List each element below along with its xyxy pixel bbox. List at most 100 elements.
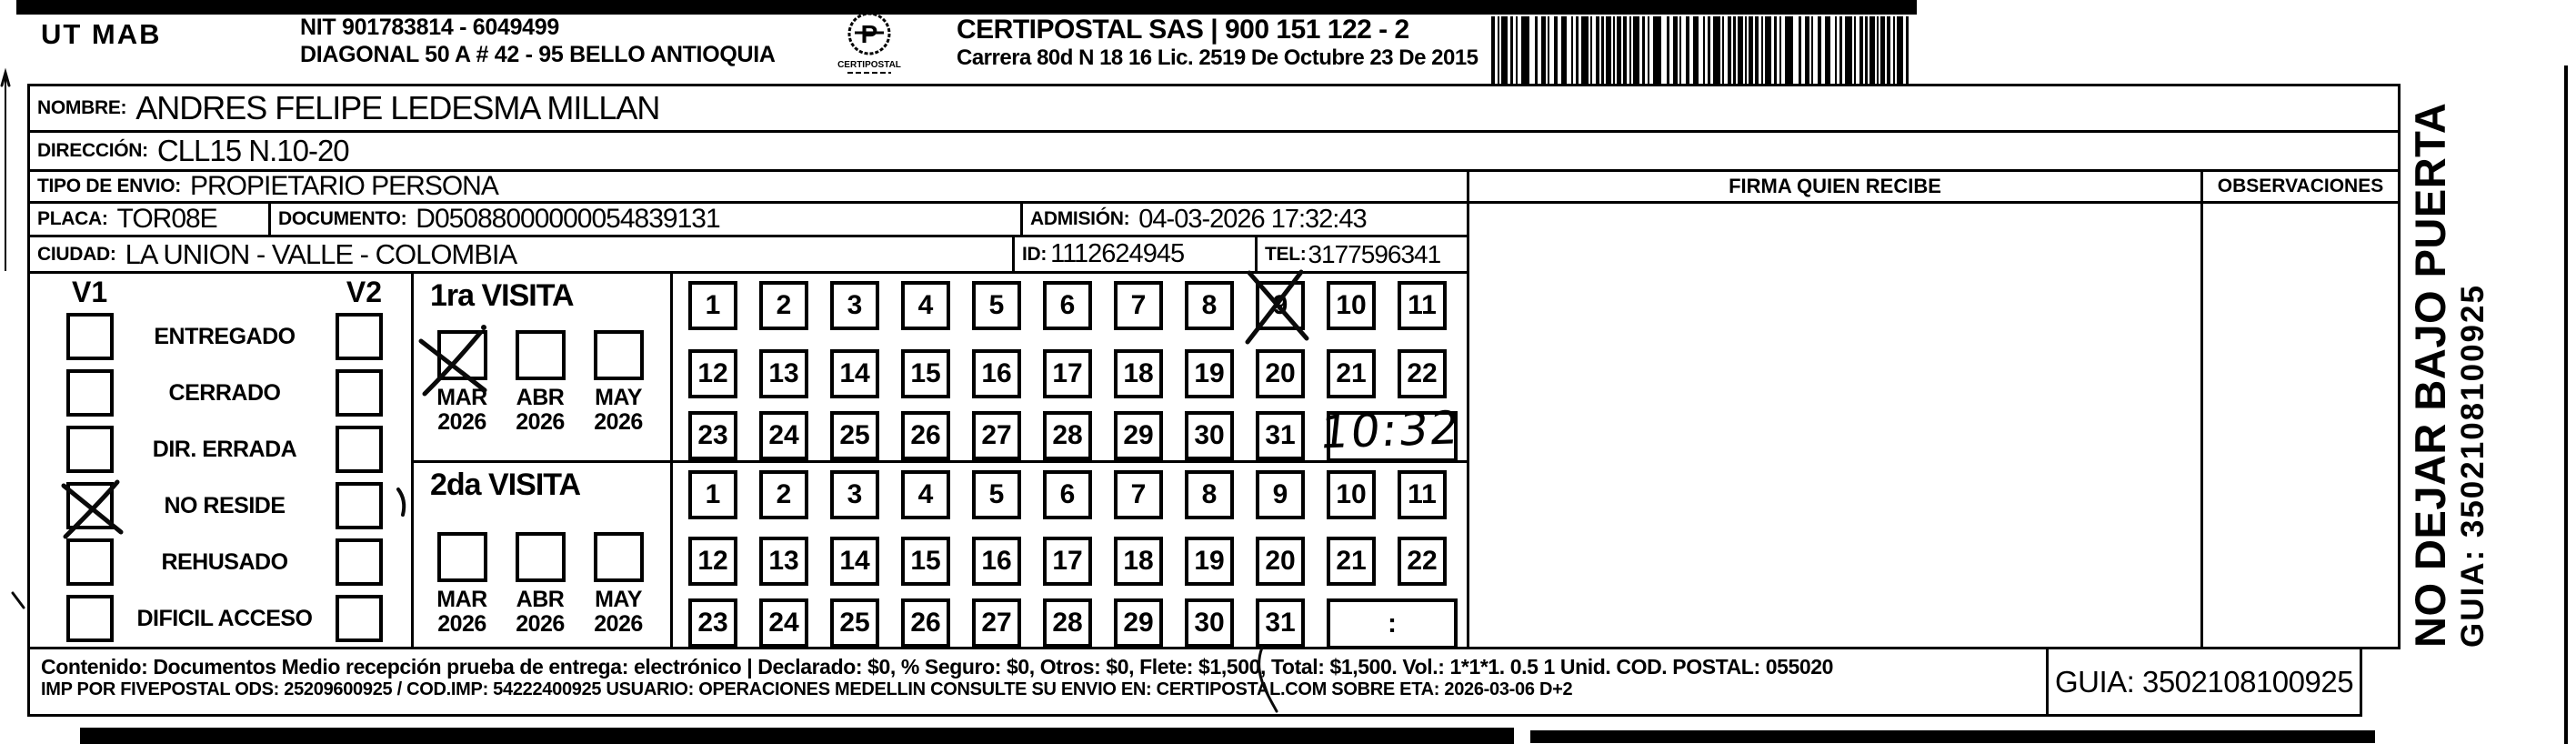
day-cell-1: 1 — [688, 281, 737, 330]
day-cell-26: 26 — [901, 598, 950, 647]
day-cell-2: 2 — [759, 470, 808, 519]
nombre-value: ANDRES FELIPE LEDESMA MILLAN — [135, 89, 660, 126]
day-cell-21: 21 — [1327, 537, 1376, 586]
month-year: 2026 — [516, 611, 565, 637]
day-cell-6: 6 — [1043, 470, 1092, 519]
day-cell-17: 17 — [1043, 349, 1092, 398]
v1-checkbox — [66, 313, 114, 360]
id-value: 1112624945 — [1050, 239, 1185, 268]
status-row-cerrado: CERRADO — [66, 365, 383, 421]
month-checkbox — [515, 330, 566, 380]
day-cell-19: 19 — [1185, 349, 1234, 398]
day-cell-9: 9 — [1256, 281, 1305, 330]
day-cell-8: 8 — [1185, 281, 1234, 330]
status-row-rehusado: REHUSADO — [66, 534, 383, 590]
day-cell-3: 3 — [830, 470, 879, 519]
logo-caption-text: CERTIPOSTAL — [837, 60, 901, 70]
day-cell-11: 11 — [1398, 281, 1447, 330]
v2-checkbox — [336, 369, 383, 417]
day-cell-23: 23 — [688, 598, 737, 647]
day-cell-14: 14 — [830, 537, 879, 586]
day-cell-25: 25 — [830, 411, 879, 460]
day-cell-22: 22 — [1398, 537, 1447, 586]
footer-line2: IMP POR FIVEPOSTAL ODS: 25209600925 / CO… — [41, 679, 1573, 699]
month-year: 2026 — [437, 611, 486, 637]
month-year: 2026 — [516, 409, 565, 435]
side-guia: GUIA: 3502108100925 — [2455, 284, 2491, 648]
observaciones-header: OBSERVACIONES — [2200, 169, 2401, 204]
day-cell-28: 28 — [1043, 598, 1092, 647]
day-cell-12: 12 — [688, 537, 737, 586]
ciudad-value: LA UNION - VALLE - COLOMBIA — [125, 237, 518, 270]
day-cell-10: 10 — [1327, 281, 1376, 330]
day-cell-20: 20 — [1256, 537, 1305, 586]
field-ciudad: CIUDAD: LA UNION - VALLE - COLOMBIA — [27, 235, 1015, 274]
id-label: ID: — [1022, 243, 1047, 265]
second-visit-day-grid: 1 2 3 4 5 6 7 8 9 10 11 12 13 14 15 16 17 18 19 20 21 22 23 24 2… — [670, 460, 1469, 649]
ciudad-label: CIUDAD: — [37, 243, 116, 265]
v1-header: V1 — [72, 276, 108, 308]
month-label: MAR — [436, 385, 487, 410]
day-cell-15: 15 — [901, 349, 950, 398]
certipostal-logo: P CERTIPOSTAL — [833, 9, 906, 80]
day-cell-11: 11 — [1398, 470, 1447, 519]
admision-value: 04-03-2026 17:32:43 — [1138, 204, 1367, 234]
firma-header: FIRMA QUIEN RECIBE — [1467, 169, 2203, 204]
first-visit-months: 1ra VISITA MAR 2026 ABR 2026 MAY 2026 — [411, 271, 673, 463]
day-cell-9: 9 — [1256, 470, 1305, 519]
day-cell-4: 4 — [901, 281, 950, 330]
day-cell-22: 22 — [1398, 349, 1447, 398]
day-cell-26: 26 — [901, 411, 950, 460]
day-cell-4: 4 — [901, 470, 950, 519]
month-option-abr: ABR 2026 — [501, 330, 579, 435]
v1-checkbox — [66, 369, 114, 417]
status-row-dificil-acceso: DIFICIL ACCESO — [66, 590, 383, 647]
status-label: NO RESIDE — [164, 492, 286, 518]
month-option-may: MAY 2026 — [579, 532, 657, 637]
company-address: Carrera 80d N 18 16 Lic. 2519 De Octubre… — [957, 45, 1478, 70]
month-checkbox — [593, 330, 644, 380]
field-placa: PLACA: TOR08E — [27, 201, 271, 237]
tracking-barcode — [1491, 16, 1909, 86]
guia-number: GUIA: 3502108100925 — [2054, 664, 2354, 699]
day-cell-23: 23 — [688, 411, 737, 460]
day-cell-18: 18 — [1114, 349, 1163, 398]
day-cell-31: 31 — [1256, 598, 1305, 647]
direccion-value: CLL15 N.10-20 — [156, 134, 350, 167]
status-box: V1 V2 ENTREGADO CERRADO DIR. ERRADA NO RESI… — [27, 271, 414, 649]
day-cell-31: 31 — [1256, 411, 1305, 460]
month-checkbox — [593, 532, 644, 582]
placa-label: PLACA: — [37, 208, 108, 229]
first-visit-day-grid: 1 2 3 4 5 6 7 8 9 10 11 12 13 14 15 16 17 18 19 20 21 22 23 24 2… — [670, 271, 1469, 463]
day-cell-7: 7 — [1114, 281, 1163, 330]
bottom-scan-band-left — [80, 728, 1514, 744]
v1-checkbox — [66, 538, 114, 586]
day-cell-2: 2 — [759, 281, 808, 330]
day-cell-12: 12 — [688, 349, 737, 398]
status-label: CERRADO — [168, 379, 281, 406]
status-label: ENTREGADO — [154, 323, 296, 349]
month-year: 2026 — [437, 409, 486, 435]
documento-label: DOCUMENTO: — [278, 208, 407, 229]
month-label: MAY — [595, 385, 642, 410]
day-cell-25: 25 — [830, 598, 879, 647]
footer-info: Contenido: Documentos Medio recepción pr… — [27, 647, 2049, 717]
documento-value: D05088000000054839131 — [416, 204, 720, 234]
time-box: : — [1327, 598, 1458, 647]
month-option-abr: ABR 2026 — [501, 532, 579, 637]
tel-value: 3177596341 — [1308, 239, 1441, 268]
day-cell-16: 16 — [972, 349, 1021, 398]
second-visit-months: 2da VISITA MAR 2026 ABR 2026 MAY 2026 — [411, 460, 673, 649]
day-cell-8: 8 — [1185, 470, 1234, 519]
day-cell-24: 24 — [759, 598, 808, 647]
day-cell-3: 3 — [830, 281, 879, 330]
sender-nit: NIT 901783814 - 6049499 — [300, 15, 559, 40]
day-cell-6: 6 — [1043, 281, 1092, 330]
status-label: DIFICIL ACCESO — [136, 605, 313, 631]
day-cell-13: 13 — [759, 349, 808, 398]
day-cell-20: 20 — [1256, 349, 1305, 398]
tipo-envio-label: TIPO DE ENVIO: — [37, 176, 181, 196]
month-label: ABR — [516, 587, 565, 612]
day-cell-18: 18 — [1114, 537, 1163, 586]
field-id: ID: 1112624945 — [1012, 235, 1258, 274]
